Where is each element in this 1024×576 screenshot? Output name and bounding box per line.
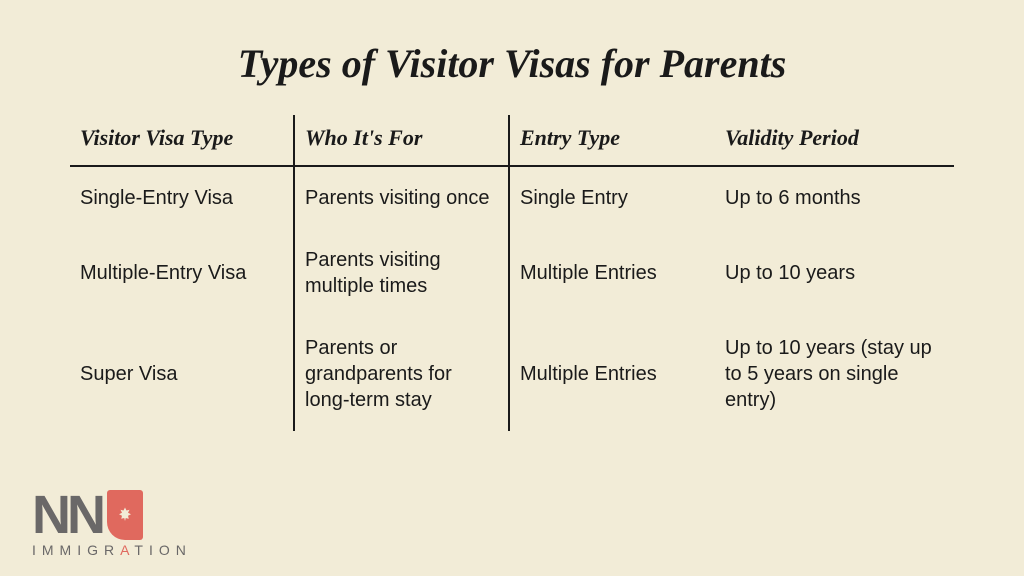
table-cell: Super Visa [70, 317, 295, 431]
logo-sub-post: TION [134, 542, 191, 558]
table-cell: Multiple-Entry Visa [70, 229, 295, 317]
brand-logo: NN IMMIGRATION [32, 490, 192, 558]
logo-letters: NN [32, 491, 102, 540]
table-cell: Up to 10 years (stay up to 5 years on si… [715, 317, 954, 431]
table-header: Validity Period [715, 115, 954, 167]
table-cell: Multiple Entries [510, 229, 715, 317]
table-header: Entry Type [510, 115, 715, 167]
table-cell: Parents or grandparents for long-term st… [295, 317, 510, 431]
logo-sub-pre: IMMIGR [32, 542, 120, 558]
logo-block [107, 490, 143, 540]
table-cell: Parents visiting multiple times [295, 229, 510, 317]
table-header: Visitor Visa Type [70, 115, 295, 167]
table-cell: Single-Entry Visa [70, 167, 295, 229]
logo-mark: NN [32, 490, 192, 540]
table-cell: Single Entry [510, 167, 715, 229]
visa-table: Visitor Visa Type Who It's For Entry Typ… [70, 115, 954, 431]
table-cell: Up to 6 months [715, 167, 954, 229]
table-header: Who It's For [295, 115, 510, 167]
table-cell: Multiple Entries [510, 317, 715, 431]
table-cell: Up to 10 years [715, 229, 954, 317]
table-cell: Parents visiting once [295, 167, 510, 229]
logo-sub-accent: A [120, 542, 134, 558]
maple-leaf-icon [116, 506, 134, 524]
logo-subtext: IMMIGRATION [32, 542, 192, 558]
page-title: Types of Visitor Visas for Parents [70, 40, 954, 87]
